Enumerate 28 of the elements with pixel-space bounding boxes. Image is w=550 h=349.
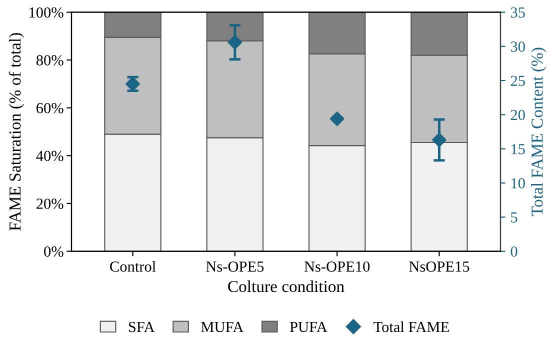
- legend-label: MUFA: [201, 322, 244, 332]
- y-tick-label: 80%: [36, 55, 64, 66]
- y-tick-label: 60%: [36, 102, 64, 114]
- y-tick-label: 20%: [36, 198, 64, 209]
- point: [228, 34, 242, 50]
- y-tick-label: 40%: [36, 150, 64, 162]
- x-tick-label: Ns-OPE10: [304, 261, 370, 272]
- y2-tick-label: 35: [510, 7, 525, 18]
- y2-tick-label: 10: [512, 178, 525, 188]
- legend-label: PUFA: [290, 322, 328, 332]
- y2-tick-label: 5: [511, 212, 518, 223]
- y2-tick-label: 30: [510, 42, 525, 52]
- x-axis-title: Colture condition: [228, 280, 344, 292]
- y2-tick-label: 0: [510, 246, 518, 257]
- point: [330, 111, 344, 126]
- y2-tick-label: 20: [510, 110, 525, 120]
- x-tick-label: NsOPE15: [409, 261, 470, 272]
- y-axis-title: FAME Saturation (% of total): [8, 33, 24, 231]
- y-tick-label: 100%: [30, 7, 64, 18]
- point: [432, 132, 446, 148]
- legend-label: Total FAME: [374, 321, 449, 332]
- legend-label: SFA: [128, 322, 155, 332]
- y2-tick-label: 15: [512, 144, 525, 154]
- y-tick-label: 0%: [44, 246, 64, 257]
- x-tick-label: Ns-OPE5: [206, 261, 264, 272]
- x-tick-label: Control: [110, 261, 156, 272]
- y2-axis-title: Total FAME Content (%): [531, 48, 546, 216]
- y2-tick-label: 25: [510, 76, 525, 86]
